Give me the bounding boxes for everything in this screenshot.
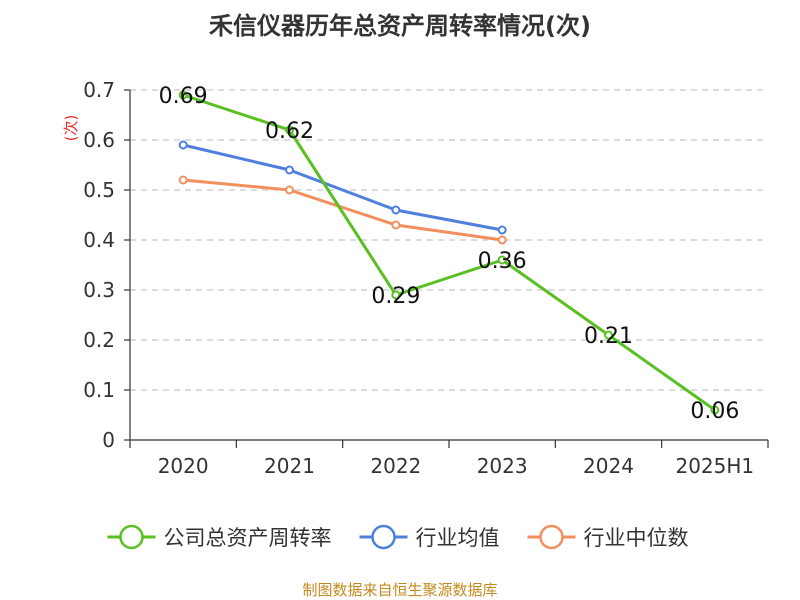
data-label: 0.29 <box>371 284 420 309</box>
legend-label: 行业均值 <box>416 526 500 550</box>
y-tick-labels: 0 0.1 0.2 0.3 0.4 0.5 0.6 0.7 <box>83 78 115 452</box>
data-point <box>497 225 507 235</box>
y-tick-label: 0.2 <box>83 328 115 352</box>
legend-marker <box>119 524 144 550</box>
series-line <box>183 178 503 242</box>
data-point <box>604 330 613 340</box>
data-point <box>178 140 188 150</box>
legend-marker <box>539 524 564 550</box>
y-tick-label: 0.3 <box>83 278 115 302</box>
data-label: 0.62 <box>265 119 314 144</box>
legend-item[interactable]: 行业中位数 <box>527 524 689 550</box>
x-tick-labels: 2020 2021 2022 2023 2024 2025H1 <box>158 454 754 478</box>
y-tick-label: 0 <box>102 428 115 452</box>
source-note: 制图数据来自恒生聚源数据库 <box>302 581 497 599</box>
y-tick-label: 0.6 <box>83 128 115 152</box>
data-point <box>710 405 720 415</box>
data-label: 0.36 <box>478 249 527 274</box>
chart-title: 禾信仪器历年总资产周转率情况(次) <box>209 12 591 40</box>
series-points <box>178 90 720 415</box>
data-label: 0.06 <box>690 399 739 424</box>
legend-marker <box>371 524 396 550</box>
legend-item[interactable]: 行业均值 <box>359 524 500 550</box>
series-line <box>182 93 716 412</box>
legend-item[interactable]: 公司总资产周转率 <box>107 524 332 550</box>
series-lines <box>182 93 716 412</box>
y-tick-label: 0.5 <box>83 178 115 202</box>
x-tick-label: 2022 <box>370 454 421 478</box>
data-point <box>285 185 294 195</box>
data-point <box>497 255 507 265</box>
legend[interactable]: 公司总资产周转率 行业均值 行业中位数 <box>107 524 689 550</box>
data-label: 0.69 <box>159 84 208 109</box>
y-axis-label: (次) <box>62 115 80 142</box>
data-point <box>178 175 188 185</box>
x-tick-label: 2020 <box>158 454 209 478</box>
grid-lines <box>130 89 768 391</box>
data-point <box>391 290 401 300</box>
axes <box>124 89 769 448</box>
y-tick-label: 0.1 <box>83 378 115 402</box>
series-line <box>182 143 503 232</box>
data-point <box>391 220 401 230</box>
x-tick-label: 2025H1 <box>675 454 754 478</box>
legend-label: 行业中位数 <box>584 526 689 550</box>
legend-label: 公司总资产周转率 <box>164 526 332 550</box>
data-point <box>178 90 188 100</box>
y-tick-label: 0.4 <box>83 228 115 252</box>
x-tick-label: 2023 <box>477 454 528 478</box>
data-labels: 0.69 0.62 0.29 0.36 0.21 0.06 <box>159 84 740 424</box>
x-tick-label: 2024 <box>583 454 634 478</box>
y-tick-label: 0.7 <box>83 78 115 102</box>
data-point <box>497 235 507 245</box>
data-point <box>285 125 294 135</box>
data-label: 0.21 <box>584 324 633 349</box>
data-point <box>391 205 401 215</box>
x-tick-label: 2021 <box>264 454 315 478</box>
data-point <box>285 165 294 175</box>
